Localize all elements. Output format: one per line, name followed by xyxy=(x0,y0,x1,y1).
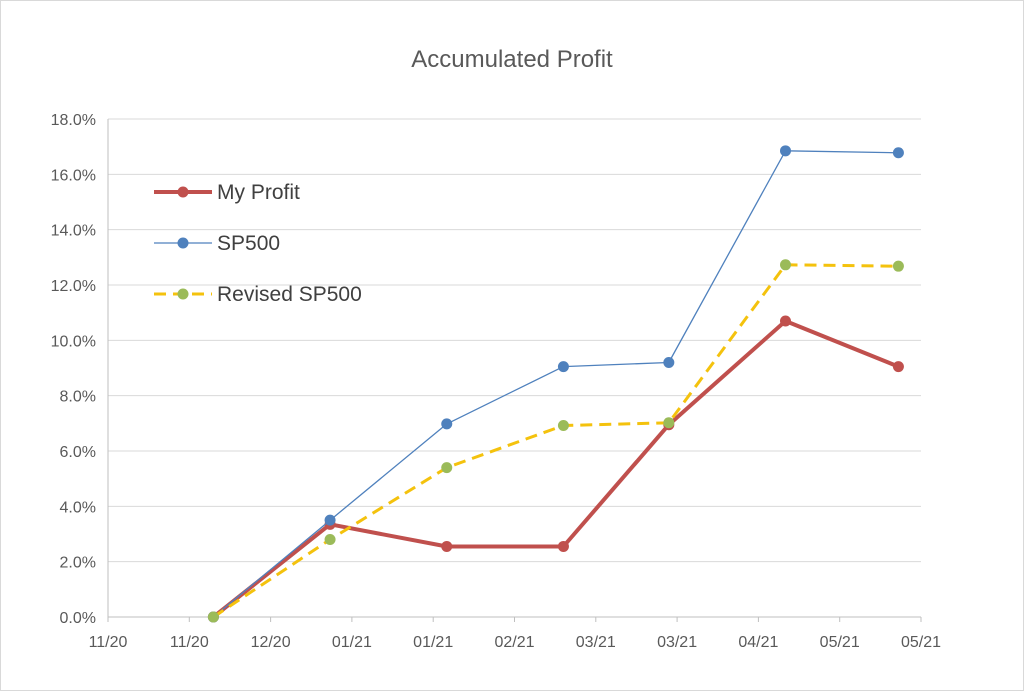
data-point xyxy=(324,534,336,546)
data-point xyxy=(780,259,791,271)
chart-title: Accumulated Profit xyxy=(411,46,613,73)
legend-item: SP500 xyxy=(154,232,280,255)
x-tick-label: 03/21 xyxy=(576,634,616,651)
data-point xyxy=(324,514,336,526)
y-tick-label: 12.0% xyxy=(51,278,96,295)
series-line xyxy=(212,263,899,619)
x-tick-label: 01/21 xyxy=(332,634,372,651)
data-point xyxy=(557,361,569,373)
data-point xyxy=(892,361,904,373)
data-point xyxy=(663,356,675,368)
x-tick-label: 11/20 xyxy=(89,634,128,651)
y-tick-label: 18.0% xyxy=(51,112,96,129)
grid-layer xyxy=(107,118,921,618)
legend-label: Revised SP500 xyxy=(217,283,362,306)
legend-swatch-marker xyxy=(177,288,189,300)
y-tick-label: 14.0% xyxy=(51,223,96,240)
legend: My Profit SP500 Revised SP500 xyxy=(154,181,362,306)
legend-swatch-marker xyxy=(177,186,189,198)
series-revised-sp500 xyxy=(207,259,904,623)
legend-item: Revised SP500 xyxy=(154,283,362,306)
y-tick-label: 10.0% xyxy=(51,333,96,350)
x-tick-label: 03/21 xyxy=(657,634,697,651)
series-my-profit xyxy=(207,315,904,623)
y-tick-label: 6.0% xyxy=(60,444,96,461)
y-tick-label: 16.0% xyxy=(51,167,96,184)
data-point xyxy=(441,418,453,430)
x-tick-label: 02/21 xyxy=(494,634,534,651)
x-tick-label: 05/21 xyxy=(820,634,860,651)
series-line xyxy=(212,319,900,619)
data-point xyxy=(207,611,219,623)
legend-item: My Profit xyxy=(154,181,300,204)
data-point xyxy=(892,147,904,159)
data-point xyxy=(557,420,569,432)
data-point xyxy=(892,260,904,272)
x-tick-label: 05/21 xyxy=(901,634,941,651)
data-point xyxy=(663,417,675,429)
y-tick-labels: 0.0% 2.0% 4.0% 6.0% 8.0% 10.0% 12.0% 14.0% 16.0%… xyxy=(51,112,96,627)
x-tick-label: 01/21 xyxy=(413,634,453,651)
legend-label: SP500 xyxy=(217,232,280,255)
series-layer xyxy=(207,145,904,623)
x-tick-label: 11/20 xyxy=(170,634,209,651)
data-point xyxy=(780,315,791,327)
legend-label: My Profit xyxy=(217,181,300,204)
y-tick-label: 0.0% xyxy=(60,610,96,627)
legend-swatch-marker xyxy=(177,237,189,249)
data-point xyxy=(441,462,453,474)
x-tick-label: 12/20 xyxy=(251,634,291,651)
data-point xyxy=(780,145,791,157)
y-tick-label: 2.0% xyxy=(60,555,96,572)
y-tick-label: 8.0% xyxy=(60,389,96,406)
data-point xyxy=(441,540,453,552)
y-tick-label: 4.0% xyxy=(60,499,96,516)
data-point xyxy=(557,540,569,552)
x-tick-labels: 11/20 11/20 12/20 01/21 01/21 02/21 03/21 03/21… xyxy=(89,617,941,651)
x-tick-label: 04/21 xyxy=(738,634,778,651)
